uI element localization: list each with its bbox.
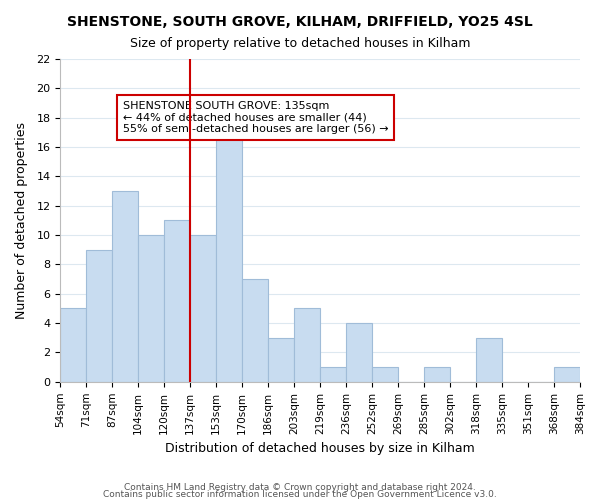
X-axis label: Distribution of detached houses by size in Kilham: Distribution of detached houses by size … xyxy=(165,442,475,455)
Bar xyxy=(86,250,112,382)
Text: Contains public sector information licensed under the Open Government Licence v3: Contains public sector information licen… xyxy=(103,490,497,499)
Bar xyxy=(476,338,502,382)
Text: SHENSTONE SOUTH GROVE: 135sqm
← 44% of detached houses are smaller (44)
55% of s: SHENSTONE SOUTH GROVE: 135sqm ← 44% of d… xyxy=(122,101,388,134)
Bar xyxy=(216,118,242,382)
Bar xyxy=(554,367,580,382)
Bar xyxy=(138,235,164,382)
Bar xyxy=(242,279,268,382)
Bar xyxy=(190,235,216,382)
Bar xyxy=(294,308,320,382)
Text: Contains HM Land Registry data © Crown copyright and database right 2024.: Contains HM Land Registry data © Crown c… xyxy=(124,484,476,492)
Bar xyxy=(424,367,450,382)
Bar xyxy=(268,338,294,382)
Bar xyxy=(61,308,86,382)
Text: Size of property relative to detached houses in Kilham: Size of property relative to detached ho… xyxy=(130,38,470,51)
Bar xyxy=(320,367,346,382)
Bar xyxy=(346,323,372,382)
Bar xyxy=(372,367,398,382)
Y-axis label: Number of detached properties: Number of detached properties xyxy=(15,122,28,319)
Bar xyxy=(164,220,190,382)
Text: SHENSTONE, SOUTH GROVE, KILHAM, DRIFFIELD, YO25 4SL: SHENSTONE, SOUTH GROVE, KILHAM, DRIFFIEL… xyxy=(67,15,533,29)
Bar xyxy=(112,191,138,382)
